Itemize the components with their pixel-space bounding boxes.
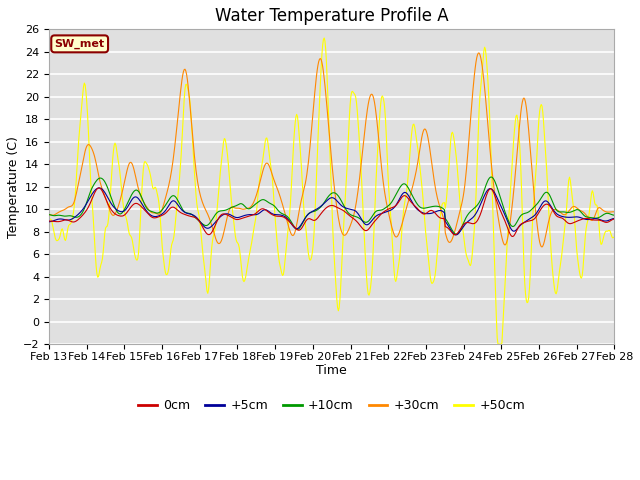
0cm — [115, 213, 122, 218]
+5cm — [418, 209, 426, 215]
0cm — [172, 205, 179, 211]
0cm — [202, 229, 209, 235]
+10cm — [452, 231, 460, 237]
0cm — [401, 193, 409, 199]
+30cm — [611, 209, 618, 215]
+50cm — [113, 152, 121, 158]
+10cm — [55, 212, 63, 218]
+50cm — [418, 181, 426, 187]
Title: Water Temperature Profile A: Water Temperature Profile A — [215, 7, 449, 25]
Line: +10cm: +10cm — [49, 177, 614, 234]
0cm — [611, 216, 618, 222]
+10cm — [171, 193, 179, 199]
+30cm — [201, 205, 209, 211]
+50cm — [401, 197, 409, 203]
+50cm — [171, 226, 179, 232]
+5cm — [452, 232, 460, 238]
+30cm — [417, 139, 425, 145]
+10cm — [45, 212, 52, 217]
+5cm — [202, 225, 209, 230]
+5cm — [401, 190, 409, 195]
Legend: 0cm, +5cm, +10cm, +30cm, +50cm: 0cm, +5cm, +10cm, +30cm, +50cm — [133, 395, 530, 418]
+10cm — [201, 222, 209, 228]
+5cm — [55, 216, 63, 222]
+50cm — [321, 35, 328, 41]
+5cm — [611, 216, 618, 221]
+30cm — [401, 213, 408, 218]
Y-axis label: Temperature (C): Temperature (C) — [7, 136, 20, 238]
0cm — [55, 219, 63, 225]
+5cm — [115, 208, 122, 214]
0cm — [45, 218, 52, 224]
+50cm — [201, 266, 209, 272]
X-axis label: Time: Time — [316, 364, 347, 377]
+50cm — [611, 234, 618, 240]
0cm — [95, 185, 103, 191]
+10cm — [401, 181, 408, 187]
0cm — [508, 234, 516, 240]
+5cm — [172, 199, 179, 205]
+30cm — [45, 212, 52, 217]
+50cm — [55, 236, 63, 241]
+10cm — [113, 209, 121, 215]
+30cm — [55, 209, 63, 215]
Line: +50cm: +50cm — [49, 38, 614, 344]
+30cm — [476, 50, 483, 56]
+30cm — [538, 244, 546, 250]
+10cm — [417, 205, 425, 211]
+50cm — [494, 341, 502, 347]
+5cm — [95, 185, 103, 191]
Line: +30cm: +30cm — [49, 53, 614, 247]
+10cm — [611, 212, 618, 218]
Line: +5cm: +5cm — [49, 188, 614, 235]
+10cm — [487, 174, 495, 180]
0cm — [418, 210, 426, 216]
+30cm — [113, 206, 121, 212]
+50cm — [45, 217, 52, 223]
Line: 0cm: 0cm — [49, 188, 614, 237]
Text: SW_met: SW_met — [54, 39, 105, 49]
+5cm — [45, 219, 52, 225]
+30cm — [171, 144, 179, 149]
